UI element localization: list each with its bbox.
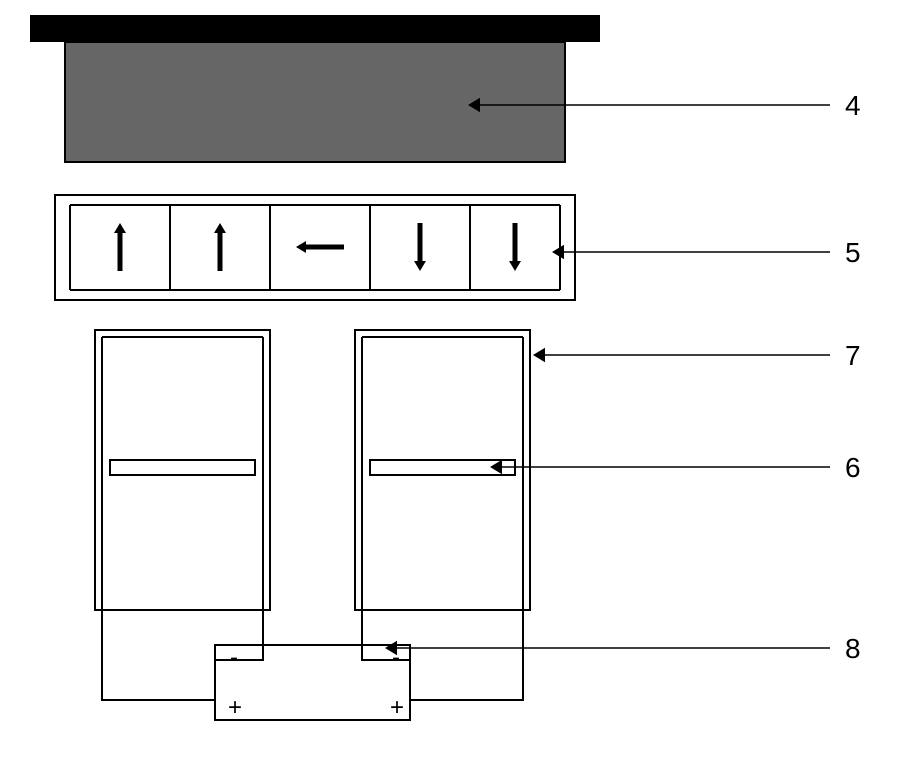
sign-minus-left: -: [230, 644, 238, 671]
wire-left_outer: [102, 610, 215, 700]
label-8-text: 8: [845, 633, 861, 664]
controller-8: [215, 645, 410, 720]
label-7-head: [533, 348, 545, 362]
block-4: [65, 42, 565, 162]
wire-right_outer: [410, 610, 523, 700]
label-6-text: 6: [845, 452, 861, 483]
slot-6-left: [110, 460, 255, 475]
sign-plus-right: +: [390, 694, 404, 721]
label-4-text: 4: [845, 90, 861, 121]
label-5-text: 5: [845, 237, 861, 268]
sign-plus-left: +: [228, 694, 242, 721]
top-bar: [30, 15, 600, 42]
label-7-text: 7: [845, 340, 861, 371]
